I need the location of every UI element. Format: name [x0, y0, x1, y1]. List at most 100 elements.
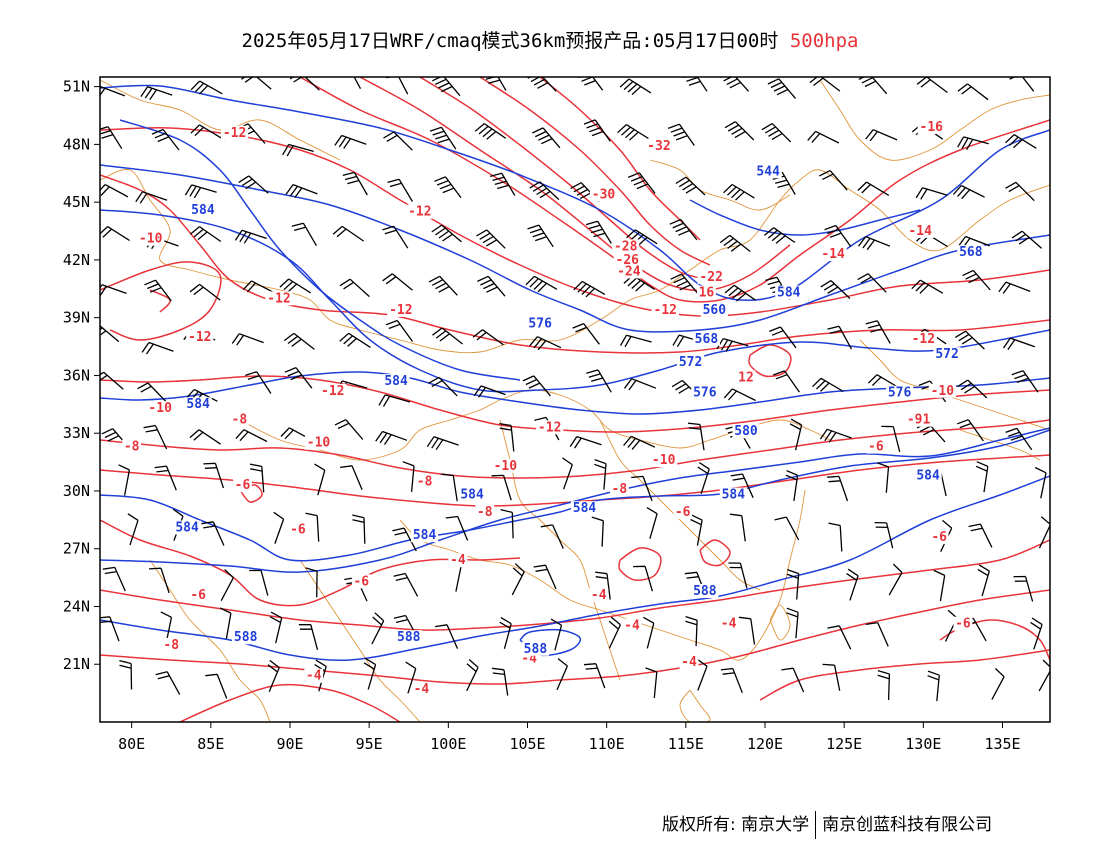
wind-barb	[511, 563, 525, 596]
wind-barb	[809, 77, 841, 92]
boundary-line	[399, 489, 806, 661]
wind-barb	[532, 127, 561, 149]
wind-barb	[141, 341, 174, 355]
wind-barb	[916, 77, 948, 94]
temperature-label: -22	[699, 270, 722, 285]
boundary-line	[149, 559, 271, 722]
wind-barb	[646, 506, 658, 539]
wind-barb	[669, 218, 698, 241]
geopotential-label: 584	[916, 468, 940, 483]
wind-barb	[874, 521, 894, 549]
geopotential-label-bg	[914, 468, 942, 483]
wind-barb	[101, 428, 131, 449]
temperature-label-bg	[146, 401, 174, 416]
wind-barb	[738, 616, 756, 645]
temperature-label: -28	[614, 239, 638, 254]
wind-barb	[683, 77, 708, 92]
wind-barb	[371, 612, 385, 645]
wind-barb	[820, 280, 851, 299]
wind-barb	[382, 273, 413, 291]
temperature-label: -6	[868, 440, 884, 455]
temperature-line	[539, 77, 701, 241]
wind-barb	[1011, 370, 1039, 393]
lat-tick-label: 42N	[63, 251, 90, 269]
wind-barb	[977, 564, 990, 597]
copyright: 版权所有: 南京大学 南京创蓝科技有限公司	[662, 810, 992, 839]
wind-barb	[785, 470, 799, 502]
wind-barb	[135, 191, 168, 204]
wind-barb	[591, 516, 604, 547]
temperature-label-bg	[679, 655, 699, 670]
temperature-label: 12	[738, 370, 754, 385]
wind-barb	[1030, 617, 1043, 650]
temperature-label: -12	[654, 303, 677, 318]
temperature-line	[100, 261, 222, 341]
wind-barb	[865, 621, 889, 647]
geopotential-label-bg	[775, 285, 803, 300]
temperature-label-bg	[220, 125, 249, 140]
wind-barb	[100, 284, 127, 297]
wind-barb	[888, 563, 903, 596]
wind-barb	[623, 435, 656, 450]
temperature-label: -4	[306, 669, 322, 684]
geopotential-label-bg	[184, 397, 212, 412]
wind-barb	[761, 123, 792, 143]
wind-barb	[184, 184, 217, 199]
temperature-label: 16	[699, 286, 715, 301]
temperature-label: -4	[450, 553, 466, 568]
wind-barb	[774, 516, 800, 541]
wind-barb	[352, 514, 366, 544]
copyright-right: 南京创蓝科技有限公司	[822, 815, 993, 835]
geopotential-label: 584	[186, 397, 210, 412]
temperature-label: -6	[190, 588, 206, 603]
wind-barb	[485, 77, 507, 91]
wind-barb	[724, 284, 756, 302]
temperature-label: -12	[223, 126, 246, 141]
wind-barb	[205, 673, 228, 699]
wind-barb	[697, 461, 710, 495]
wind-barb	[827, 625, 852, 650]
lat-tick-label: 39N	[63, 309, 90, 327]
wind-barb	[645, 667, 658, 698]
temperature-label: -6	[955, 617, 971, 632]
geopotential-line	[689, 199, 921, 236]
geopotential-line	[100, 427, 1050, 573]
wind-barb	[334, 419, 364, 440]
temperature-label-bg	[866, 439, 886, 454]
temperature-line	[479, 77, 711, 266]
temperature-label: -32	[647, 139, 670, 154]
temperature-label-bg	[406, 204, 434, 219]
wind-barb	[220, 569, 234, 602]
temperature-label-bg	[929, 530, 949, 545]
temperature-label-bg	[188, 587, 208, 602]
wind-barb	[235, 429, 268, 443]
wind-barb	[828, 522, 843, 552]
lon-tick-label: 85E	[197, 735, 224, 753]
temperature-label: -12	[188, 330, 211, 345]
chart-title: 2025年05月17日WRF/cmaq模式36km预报产品:05月17日00时 …	[0, 26, 1100, 53]
wind-barb	[100, 616, 120, 642]
wind-barb	[151, 128, 180, 151]
boundary-line	[100, 168, 1050, 354]
wind-barb	[282, 143, 314, 157]
temperature-label-bg	[906, 223, 934, 238]
plot-frame	[99, 76, 1051, 723]
temperature-label-bg	[909, 331, 937, 346]
temperature-label-bg	[673, 505, 693, 520]
geopotential-label: 584	[573, 501, 597, 516]
geopotential-label: 572	[679, 355, 702, 370]
wind-barb	[827, 325, 853, 350]
wind-barb	[445, 515, 469, 541]
wind-barb	[998, 281, 1031, 294]
temperature-label: -10	[148, 401, 172, 416]
temperature-label-bg	[697, 270, 725, 285]
lat-tick-label: 30N	[63, 482, 90, 500]
wind-barb	[342, 171, 368, 196]
wind-barb	[1011, 230, 1043, 249]
temperature-label: -6	[290, 522, 306, 537]
copyright-left: 版权所有: 南京大学	[662, 815, 810, 835]
wind-barb	[249, 463, 265, 493]
geopotential-label-bg	[173, 520, 201, 535]
title-main: 2025年05月17日WRF/cmaq模式36km预报产品:05月17日00时	[241, 30, 779, 52]
wind-barb	[432, 77, 461, 97]
